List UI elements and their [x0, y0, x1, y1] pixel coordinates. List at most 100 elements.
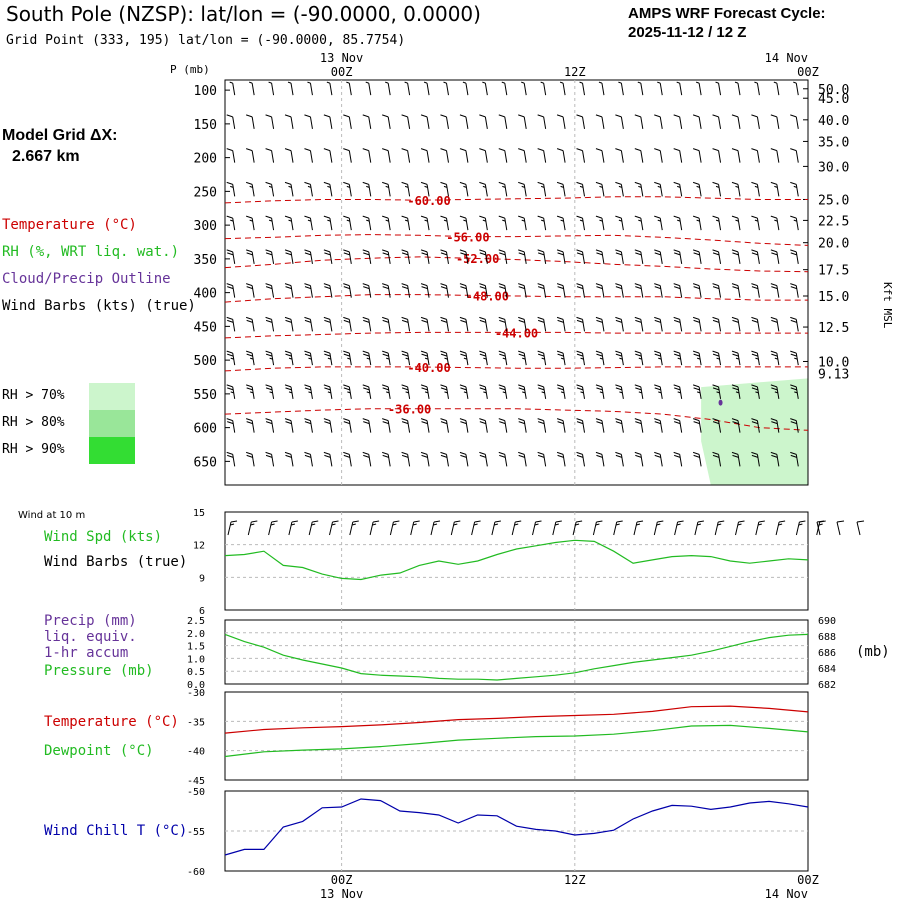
wind-barb-flag — [615, 316, 622, 320]
wind-barb-half — [327, 185, 331, 188]
isotherm-label: -60.00 — [407, 194, 450, 208]
wind-barb-flag — [537, 114, 544, 118]
wind-barb-flag — [771, 454, 778, 458]
wind-barb-flag — [654, 454, 661, 458]
surface-wind-barb — [410, 520, 420, 536]
wind-barb-staff — [387, 285, 391, 298]
wind-barb-staff — [523, 150, 527, 163]
wind-barb-flag — [615, 418, 622, 422]
wind-barb — [362, 181, 372, 197]
wind-barb-staff — [426, 184, 430, 197]
wind-barb — [790, 148, 799, 163]
wind-barb — [692, 451, 702, 467]
wind-barb-staff — [543, 454, 547, 467]
wind-barb-flag — [537, 286, 545, 290]
wind-barb-flag — [304, 286, 312, 290]
wind-barb — [673, 451, 683, 467]
wind-barb — [401, 350, 411, 366]
surface-wind-barb-staff — [227, 521, 232, 536]
wind-barb-flag — [265, 454, 273, 458]
dewpoint-legend: Dewpoint (°C) — [44, 743, 154, 759]
wind-barb-flag — [420, 451, 428, 455]
wind-barb-flag — [673, 418, 680, 422]
wind-barb-flag — [265, 387, 273, 391]
wind-barb-flag — [615, 451, 622, 455]
wind-barb-flag — [401, 353, 409, 357]
surface-wind-barb-half — [433, 523, 438, 526]
wind-barb — [401, 316, 411, 332]
wind-barb-staff — [601, 319, 605, 332]
wind-barb — [284, 148, 294, 163]
y-tick: 6 — [199, 606, 205, 617]
wind-barb-staff — [251, 454, 255, 467]
wind-barb-half — [482, 219, 487, 222]
wind-barb-flag — [323, 451, 331, 455]
wind-barb-flag — [731, 384, 739, 388]
surface-wind-barb — [227, 520, 238, 536]
wind-barb — [615, 451, 624, 467]
wind-barb-flag — [712, 181, 719, 185]
y-tick: 0.0 — [187, 680, 205, 691]
wind-barb-flag — [499, 252, 506, 256]
surface-wind-barb — [592, 520, 603, 536]
wind-barb-flag — [790, 286, 797, 290]
wind-barb — [245, 384, 255, 399]
wind-barb-flag — [557, 387, 564, 391]
surface-wind-barb-flag — [555, 520, 562, 523]
wind-barb-flag — [245, 249, 253, 253]
wind-barb-flag — [712, 451, 719, 455]
wind-barb-flag — [382, 421, 389, 425]
wind-barb-staff — [251, 319, 255, 332]
wind-barb-staff — [640, 251, 644, 264]
wind-barb — [265, 350, 275, 366]
wind-barb-flag — [362, 350, 369, 354]
wind-barb-flag — [499, 454, 506, 458]
wind-barb-flag — [323, 350, 331, 354]
wind-barb — [790, 384, 799, 399]
wind-barb-staff — [309, 251, 313, 264]
wind-barb — [245, 451, 255, 467]
wind-barb-flag — [731, 148, 739, 152]
wind-barb — [712, 350, 722, 366]
wind-barb-flag — [382, 181, 389, 185]
wind-barb — [537, 451, 547, 467]
wind-barb-flag — [674, 353, 681, 357]
pressure-tick: 350 — [194, 253, 217, 268]
wind-barb-flag — [343, 319, 350, 323]
wind-barb-flag — [401, 454, 409, 458]
wind-barb-half — [755, 391, 759, 394]
pressure-tick: 250 — [194, 185, 217, 200]
wind-barb-staff — [562, 420, 566, 433]
wind-barb-half — [540, 81, 544, 84]
wind-barb-flag — [421, 286, 428, 290]
wind-barb — [518, 181, 527, 197]
wind-barb — [343, 215, 352, 231]
wind-barb — [770, 316, 780, 332]
wind-barb — [556, 418, 566, 433]
wind-barb-staff — [523, 319, 527, 332]
series-line — [224, 724, 809, 758]
wind-barb-half — [599, 357, 604, 360]
wind-barb-flag — [537, 454, 545, 458]
wind-barb-half — [346, 81, 350, 84]
wind-barb-flag — [421, 421, 428, 425]
wind-barb-flag — [595, 316, 603, 320]
wind-barb — [731, 316, 741, 332]
wind-barb — [343, 114, 352, 129]
wind-barb-flag — [557, 454, 564, 458]
rh70-label: RH > 70% — [2, 388, 65, 403]
wind-barb-staff — [329, 251, 333, 264]
wind-barb-flag — [518, 283, 525, 287]
wind-barb-staff — [465, 454, 469, 467]
surface-wind-barb-flag — [271, 520, 278, 523]
wind-barb-flag — [634, 283, 641, 287]
wind-barb-staff — [348, 150, 352, 163]
wind-barb-half — [288, 391, 293, 394]
wind-barb-flag — [596, 353, 603, 357]
wind-barb-staff — [562, 285, 566, 298]
wind-barb — [654, 350, 663, 366]
surface-wind-barb-half — [778, 523, 783, 526]
wind-barb-flag — [576, 252, 584, 256]
wind-barb — [343, 283, 352, 298]
wind-barb-staff — [465, 150, 469, 163]
